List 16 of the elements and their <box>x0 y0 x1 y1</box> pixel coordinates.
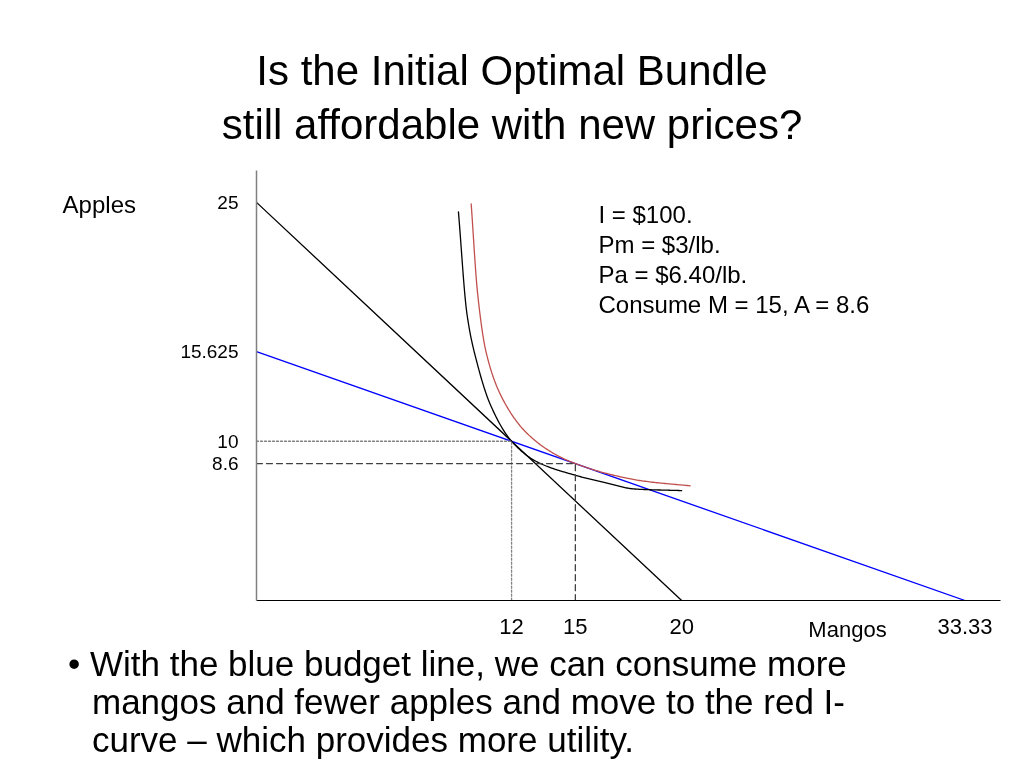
y-tick-label: 15.625 <box>180 341 239 363</box>
x-tick-label: 12 <box>499 613 524 639</box>
x-tick-label: 20 <box>669 613 694 639</box>
y-tick-label: 25 <box>217 191 239 213</box>
x-tick-label: 33.33 <box>937 613 993 639</box>
x-axis-title: Mangos <box>808 616 887 642</box>
annotation: Pa = $6.40/lb. <box>598 261 748 288</box>
text: • With the blue budget line, we can consume more mangos and fewer apples and move to the red I-curve – which provides more utility. <box>67 644 848 759</box>
y-tick-label: 10 <box>217 430 239 452</box>
x-tick-label: 15 <box>563 613 588 639</box>
y-tick-label: 8.6 <box>212 453 239 475</box>
y-axis-title: Apples <box>61 190 136 219</box>
annotation: I = $100. <box>598 201 693 228</box>
annotation: Consume M = 15, A = 8.6 <box>598 291 870 318</box>
annotation: Pm = $3/lb. <box>598 231 721 258</box>
chart-title: Is the Initial Optimal Bundle still affordable with new prices? <box>220 46 804 150</box>
